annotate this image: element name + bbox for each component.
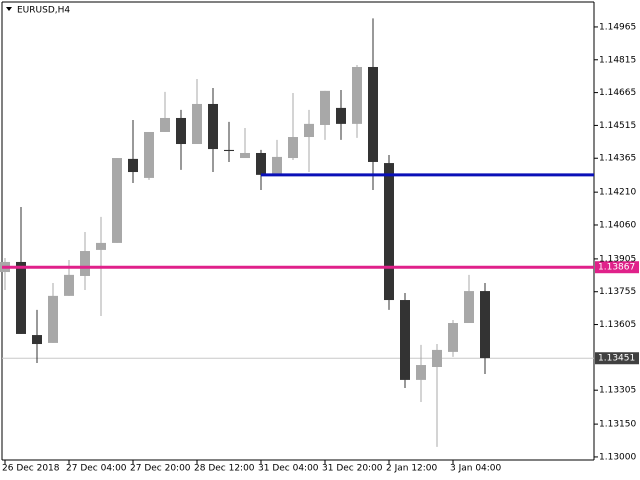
- candle-body: [176, 117, 186, 145]
- y-tick-label: 1.14365: [599, 154, 636, 164]
- candle-body: [224, 149, 234, 152]
- candle-body: [400, 300, 410, 380]
- y-tick-label: 1.13605: [599, 320, 636, 330]
- candle-body: [304, 123, 314, 138]
- candle-body: [16, 261, 26, 334]
- x-tick-label: 31 Dec 20:00: [322, 464, 383, 474]
- menu-arrow[interactable]: [6, 7, 12, 11]
- candle-body: [384, 163, 394, 301]
- candle-body: [320, 90, 330, 125]
- candle-body: [448, 323, 458, 352]
- y-tick-label: 1.13905: [599, 254, 636, 264]
- y-tick-label: 1.14665: [599, 88, 636, 98]
- overlay: 1.13451 1.13867: [2, 173, 639, 365]
- candle-body: [80, 251, 90, 276]
- candle-body: [288, 137, 298, 159]
- x-tick-label: 2 Jan 12:00: [386, 464, 438, 474]
- candle-body: [480, 291, 490, 359]
- x-tick-label: 31 Dec 04:00: [258, 464, 319, 474]
- candle-body: [256, 152, 266, 175]
- candle-body: [144, 131, 154, 178]
- candle-body: [96, 242, 106, 250]
- level-label: 1.13867: [598, 263, 635, 273]
- price-label-bg: [595, 352, 639, 365]
- chart-title: EURUSD,H4: [17, 6, 70, 16]
- candle-body: [368, 66, 378, 162]
- y-tick-label: 1.13150: [599, 420, 636, 430]
- candle-body: [208, 103, 218, 150]
- x-tick-label: 3 Jan 04:00: [450, 464, 502, 474]
- y-tick-label: 1.13755: [599, 287, 636, 297]
- x-tick-label: 26 Dec 2018: [2, 464, 60, 474]
- candle-body: [32, 335, 42, 345]
- plot-area: [0, 18, 594, 447]
- x-tick-label: 27 Dec 20:00: [130, 464, 191, 474]
- x-tick-label: 27 Dec 04:00: [66, 464, 127, 474]
- candle-body: [112, 158, 122, 243]
- x-tick-label: 28 Dec 12:00: [194, 464, 255, 474]
- y-tick-label: 1.14515: [599, 121, 636, 131]
- y-tick-label: 1.13305: [599, 386, 636, 396]
- candle-body: [352, 66, 362, 124]
- y-tick-label: 1.13000: [599, 452, 636, 462]
- candle-body: [160, 117, 170, 132]
- candle-body: [64, 274, 74, 296]
- candle-body: [240, 152, 250, 159]
- y-tick-label: 1.14965: [599, 22, 636, 32]
- y-tick-label: 1.14210: [599, 188, 636, 198]
- candle-body: [48, 295, 58, 343]
- candle-body: [192, 103, 202, 145]
- candle-body: [432, 349, 442, 367]
- candle-body: [416, 365, 426, 380]
- candle-body: [272, 156, 282, 175]
- candle-body: [464, 291, 474, 324]
- y-tick-label: 1.14060: [599, 220, 636, 230]
- candle-body: [336, 107, 346, 124]
- level-label-bg: [595, 261, 639, 274]
- y-tick-label: 1.14815: [599, 55, 636, 65]
- candle-body: [128, 158, 138, 173]
- price-label: 1.13451: [598, 354, 635, 364]
